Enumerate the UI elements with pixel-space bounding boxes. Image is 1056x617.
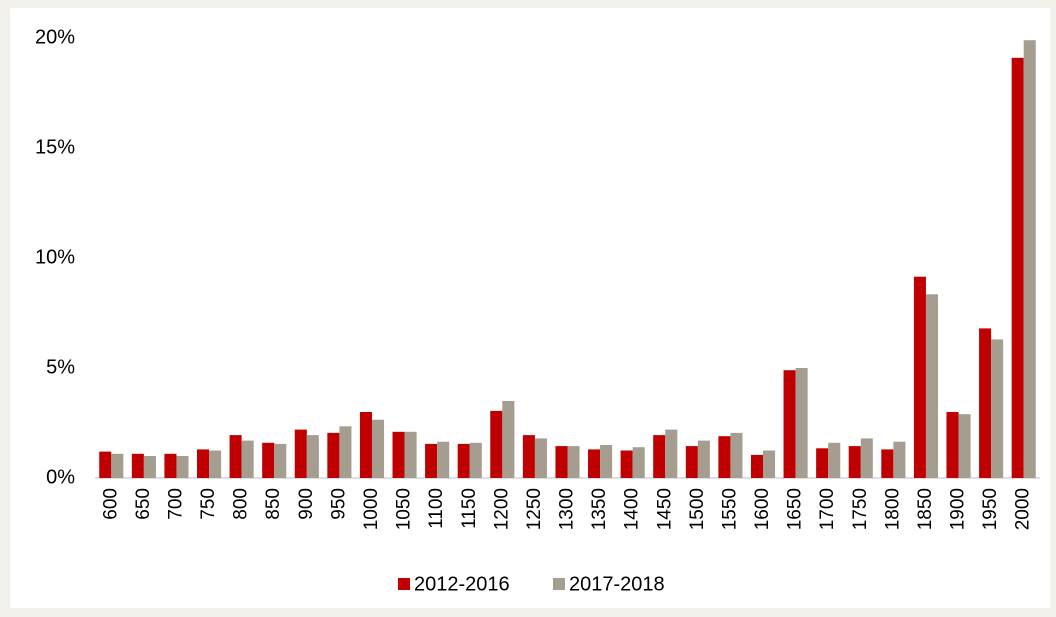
bar bbox=[469, 442, 482, 478]
bar bbox=[131, 453, 144, 478]
bar bbox=[1011, 57, 1024, 479]
x-tick-label: 1250 bbox=[524, 488, 545, 530]
x-tick-label: 1000 bbox=[361, 488, 382, 530]
bar bbox=[946, 412, 959, 478]
x-tick-label: 1150 bbox=[459, 488, 480, 529]
x-tick-label: 650 bbox=[133, 488, 154, 520]
x-tick-label: 1700 bbox=[817, 488, 838, 530]
bar bbox=[555, 446, 568, 478]
x-tick-label: 1450 bbox=[654, 488, 675, 530]
x-tick-label: 700 bbox=[165, 488, 186, 520]
x-tick-label: 1600 bbox=[752, 488, 773, 530]
bar bbox=[925, 294, 939, 478]
bar bbox=[339, 426, 352, 478]
x-tick-label: 750 bbox=[198, 488, 219, 520]
bar bbox=[991, 339, 1004, 478]
bar bbox=[816, 448, 829, 478]
x-tick-label: 1200 bbox=[491, 488, 512, 530]
bar bbox=[371, 419, 385, 478]
bar bbox=[359, 412, 372, 478]
x-tick-label: 900 bbox=[296, 488, 317, 520]
bar bbox=[848, 446, 861, 478]
bar bbox=[241, 440, 254, 478]
bar bbox=[111, 453, 124, 478]
bar bbox=[783, 370, 796, 478]
bar bbox=[196, 449, 210, 478]
bar bbox=[294, 429, 307, 478]
x-tick-label: 2000 bbox=[1013, 488, 1034, 530]
y-tick-label: 10% bbox=[35, 246, 75, 268]
bar bbox=[274, 443, 287, 478]
x-tick-label: 600 bbox=[100, 488, 121, 520]
bar bbox=[828, 442, 841, 478]
y-tick-label: 20% bbox=[35, 26, 75, 48]
bar bbox=[425, 443, 438, 478]
bar bbox=[306, 435, 319, 478]
y-tick-label: 15% bbox=[35, 136, 75, 158]
x-tick-label: 1650 bbox=[785, 488, 806, 530]
bar bbox=[327, 432, 340, 478]
x-tick-label: 1050 bbox=[394, 488, 415, 530]
y-tick-label: 5% bbox=[46, 356, 75, 378]
bar bbox=[697, 440, 710, 478]
bar bbox=[600, 445, 613, 478]
bar bbox=[893, 441, 906, 478]
x-tick-label: 1400 bbox=[622, 488, 643, 530]
bar bbox=[653, 435, 666, 478]
x-tick-label: 1500 bbox=[687, 488, 708, 530]
x-tick-label: 1850 bbox=[915, 488, 936, 530]
bar bbox=[437, 441, 450, 478]
bar bbox=[534, 438, 547, 478]
x-tick-label: 1550 bbox=[719, 488, 740, 530]
x-tick-label: 1300 bbox=[557, 488, 578, 530]
bar bbox=[143, 456, 156, 478]
y-tick-label: 0% bbox=[46, 466, 75, 488]
bar bbox=[730, 432, 743, 478]
bar bbox=[881, 449, 894, 478]
x-tick-label: 1800 bbox=[882, 488, 903, 530]
bar bbox=[860, 438, 873, 478]
bar bbox=[685, 446, 698, 478]
bar bbox=[632, 447, 645, 478]
x-tick-label: 850 bbox=[263, 488, 284, 520]
legend-label: 2012-2016 bbox=[414, 573, 510, 595]
x-tick-label: 950 bbox=[328, 488, 349, 520]
bar bbox=[522, 435, 535, 478]
bar bbox=[502, 401, 515, 478]
x-tick-label: 1350 bbox=[589, 488, 610, 530]
bar bbox=[979, 328, 992, 478]
bar bbox=[176, 456, 189, 478]
bar bbox=[665, 429, 678, 478]
bar bbox=[99, 451, 112, 478]
bar bbox=[262, 442, 275, 478]
bar bbox=[620, 450, 633, 478]
bar bbox=[209, 450, 222, 478]
x-tick-label: 1900 bbox=[948, 488, 969, 530]
bar bbox=[750, 454, 764, 478]
x-tick-label: 1100 bbox=[426, 488, 447, 529]
bar bbox=[958, 414, 971, 478]
bar bbox=[164, 453, 177, 478]
x-tick-label: 800 bbox=[231, 488, 252, 520]
bar bbox=[392, 431, 405, 478]
bar bbox=[567, 446, 580, 478]
bar bbox=[588, 449, 601, 478]
bar bbox=[457, 443, 470, 478]
bar bbox=[763, 450, 776, 478]
bar bbox=[718, 436, 731, 478]
bar bbox=[229, 435, 242, 478]
legend-marker bbox=[553, 578, 565, 590]
x-tick-label: 1750 bbox=[850, 488, 871, 530]
legend-label: 2017-2018 bbox=[569, 573, 665, 595]
x-tick-label: 1950 bbox=[980, 488, 1001, 530]
legend-marker bbox=[398, 578, 410, 590]
bar bbox=[913, 276, 926, 478]
bar bbox=[404, 431, 417, 478]
bar bbox=[1023, 40, 1036, 478]
plot-panel bbox=[10, 8, 1050, 608]
bar bbox=[795, 368, 808, 478]
bar bbox=[490, 410, 503, 478]
